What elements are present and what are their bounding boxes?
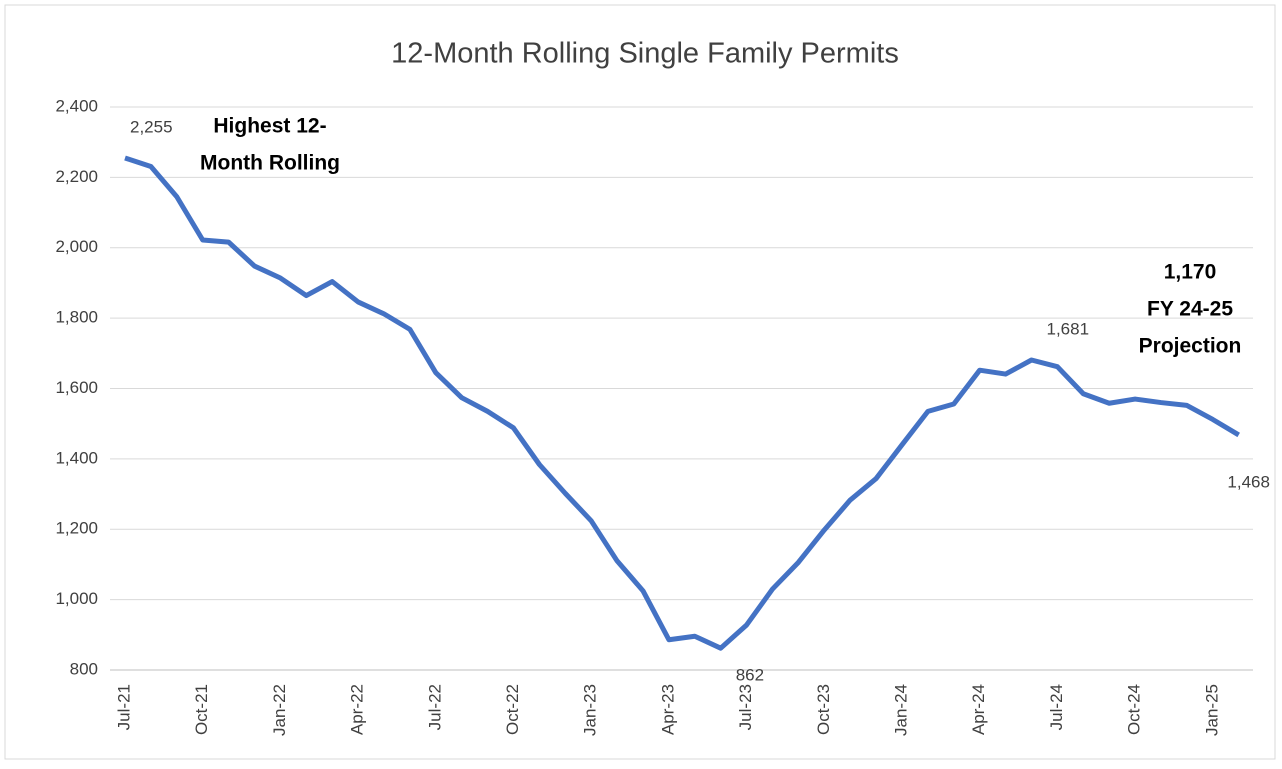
chart-frame [4,4,1276,760]
data-label: 1,681 [1047,319,1090,338]
y-tick-label: 1,800 [55,308,98,327]
x-tick-label: Jul-22 [425,684,444,730]
annotation: FY 24-25 [1147,298,1233,321]
x-tick-label: Oct-22 [503,684,522,735]
y-tick-label: 2,000 [55,237,98,256]
annotation: Month Rolling [200,152,340,175]
annotation: Projection [1139,335,1242,358]
x-tick-label: Oct-21 [192,684,211,735]
y-tick-label: 1,200 [55,519,98,538]
x-tick-label: Jul-24 [1047,684,1066,730]
y-tick-label: 1,400 [55,448,98,467]
y-tick-label: 2,200 [55,167,98,186]
y-tick-label: 1,600 [55,378,98,397]
x-tick-label: Oct-24 [1125,684,1144,735]
chart-title: 12-Month Rolling Single Family Permits [391,38,899,70]
line-series [124,155,1240,651]
x-tick-label: Oct-23 [814,684,833,735]
data-label: 862 [736,666,764,685]
data-label: 1,468 [1227,472,1270,491]
x-tick-label: Jan-22 [270,684,289,736]
x-tick-label: Apr-23 [658,684,677,735]
x-tick-label: Jan-25 [1202,684,1221,736]
x-tick-label: Apr-24 [969,684,988,735]
x-tick-label: Jul-21 [114,684,133,730]
y-tick-label: 1,000 [55,589,98,608]
x-tick-label: Jan-24 [891,684,910,736]
data-label: 2,255 [130,118,173,137]
annotation: Highest 12- [213,115,326,138]
x-tick-label: Apr-22 [348,684,367,735]
x-tick-label: Jan-23 [581,684,600,736]
annotation: 1,170 [1164,261,1217,284]
x-tick-label: Jul-23 [736,684,755,730]
y-tick-label: 2,400 [55,96,98,115]
y-tick-label: 800 [70,659,98,678]
